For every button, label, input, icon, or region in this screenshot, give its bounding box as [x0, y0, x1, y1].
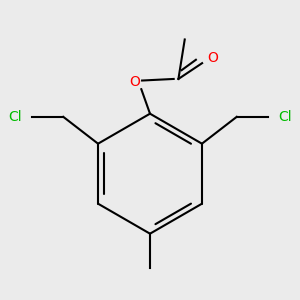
- Text: O: O: [208, 51, 219, 65]
- Text: Cl: Cl: [9, 110, 22, 124]
- Text: O: O: [129, 75, 140, 89]
- Text: Cl: Cl: [278, 110, 291, 124]
